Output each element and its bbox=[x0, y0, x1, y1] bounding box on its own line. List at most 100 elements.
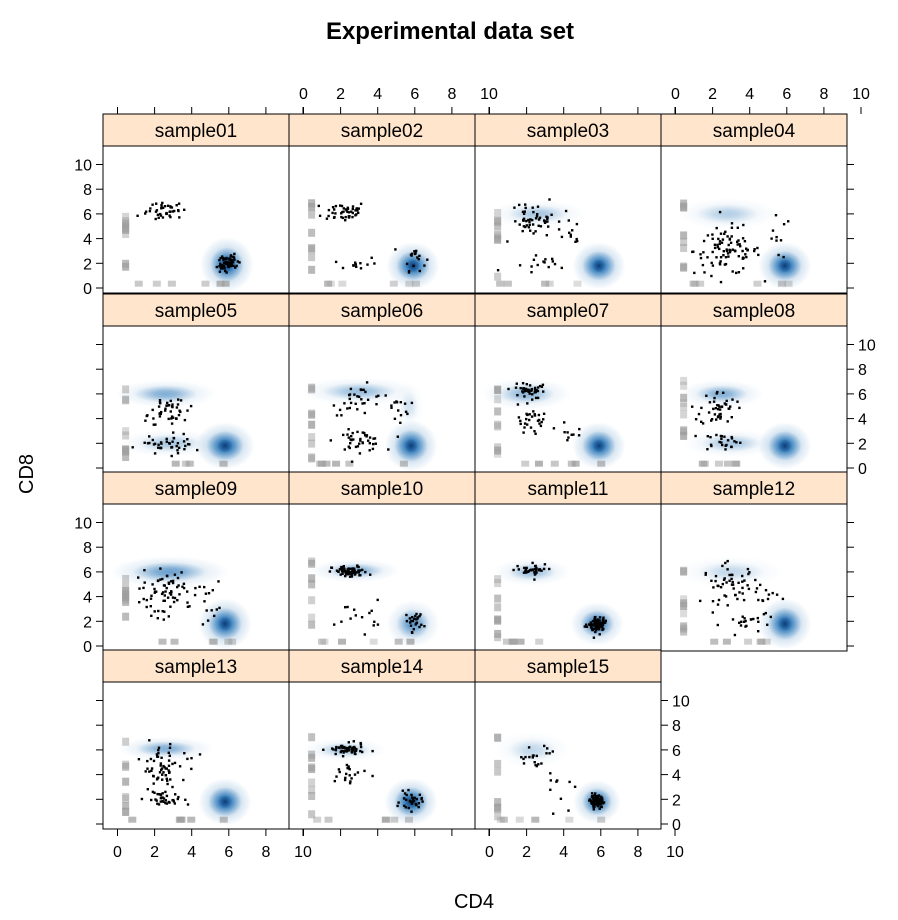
data-point bbox=[366, 398, 370, 401]
data-point bbox=[739, 441, 742, 444]
data-point bbox=[742, 256, 745, 260]
data-point bbox=[759, 583, 762, 587]
data-point bbox=[516, 394, 519, 397]
data-point bbox=[719, 260, 722, 263]
data-point bbox=[749, 618, 753, 621]
rug-mark bbox=[394, 638, 403, 645]
data-point bbox=[542, 390, 545, 393]
data-point bbox=[356, 430, 359, 434]
data-point bbox=[163, 610, 166, 613]
data-point bbox=[368, 449, 371, 452]
data-point bbox=[744, 253, 747, 256]
data-point bbox=[568, 780, 571, 784]
data-point bbox=[418, 625, 421, 629]
data-point bbox=[360, 398, 363, 401]
data-point bbox=[157, 746, 161, 749]
rug-mark bbox=[531, 816, 540, 823]
data-point bbox=[736, 243, 739, 246]
data-point bbox=[770, 237, 773, 240]
data-point bbox=[418, 269, 421, 273]
data-point bbox=[138, 601, 141, 604]
x-tick-label: 6 bbox=[596, 844, 605, 861]
data-point bbox=[716, 623, 719, 627]
data-point bbox=[415, 612, 418, 616]
rug-mark bbox=[496, 816, 505, 823]
data-point bbox=[173, 209, 176, 213]
rug-mark bbox=[338, 638, 347, 645]
data-point bbox=[548, 567, 551, 571]
data-point bbox=[142, 586, 145, 590]
data-point bbox=[567, 809, 570, 812]
data-point bbox=[151, 438, 154, 442]
data-point bbox=[593, 797, 596, 800]
data-point bbox=[159, 214, 163, 217]
data-point bbox=[340, 215, 343, 219]
data-point bbox=[372, 442, 375, 446]
data-point bbox=[331, 211, 334, 215]
rug-mark bbox=[308, 410, 316, 419]
data-point bbox=[166, 782, 169, 786]
data-point bbox=[524, 389, 528, 392]
data-point bbox=[535, 754, 538, 758]
x-tick-label: 6 bbox=[224, 844, 233, 861]
rug-mark bbox=[177, 816, 186, 823]
data-point bbox=[363, 633, 366, 636]
data-point bbox=[715, 392, 718, 395]
data-point bbox=[525, 383, 528, 386]
data-point bbox=[346, 766, 349, 770]
panel-strip bbox=[102, 293, 290, 327]
data-point bbox=[722, 254, 725, 257]
data-point bbox=[394, 248, 397, 251]
rug-mark bbox=[502, 638, 511, 645]
density-core bbox=[218, 795, 232, 809]
data-point bbox=[536, 205, 540, 208]
rug-mark bbox=[680, 601, 688, 610]
data-point bbox=[710, 419, 713, 422]
data-point bbox=[409, 621, 412, 624]
data-point bbox=[602, 620, 605, 623]
data-point bbox=[570, 433, 573, 436]
data-point bbox=[152, 423, 155, 426]
data-point bbox=[162, 599, 165, 602]
data-point bbox=[352, 438, 355, 441]
data-point bbox=[524, 225, 527, 229]
data-point bbox=[530, 265, 533, 268]
data-point bbox=[571, 229, 574, 232]
panel-strip-label: sample10 bbox=[341, 479, 423, 500]
panel-strip-label: sample09 bbox=[155, 479, 237, 500]
data-point bbox=[706, 448, 709, 451]
data-point bbox=[153, 452, 157, 455]
data-point bbox=[723, 594, 726, 597]
data-point bbox=[522, 762, 526, 765]
data-point bbox=[713, 243, 717, 246]
data-point bbox=[178, 765, 182, 768]
data-point bbox=[344, 571, 348, 574]
data-point bbox=[148, 441, 151, 445]
rug-mark bbox=[680, 203, 688, 212]
data-point bbox=[359, 267, 363, 270]
data-point bbox=[549, 772, 552, 775]
data-point bbox=[186, 757, 189, 761]
x-tick-label: 8 bbox=[261, 844, 270, 861]
data-point bbox=[533, 761, 536, 764]
data-point bbox=[716, 603, 720, 606]
data-point bbox=[160, 767, 164, 770]
data-point bbox=[138, 587, 141, 590]
data-point bbox=[569, 233, 572, 236]
data-point bbox=[357, 565, 360, 569]
data-point bbox=[539, 225, 543, 228]
data-point bbox=[703, 271, 706, 274]
rug-mark bbox=[732, 460, 741, 467]
data-point bbox=[341, 266, 345, 270]
data-point bbox=[376, 623, 380, 626]
data-point bbox=[334, 260, 338, 264]
data-point bbox=[724, 561, 727, 565]
data-point bbox=[211, 589, 214, 592]
data-point bbox=[210, 609, 213, 612]
data-point bbox=[349, 442, 352, 445]
density-region bbox=[399, 391, 419, 422]
data-point bbox=[353, 747, 357, 750]
rug-mark bbox=[308, 778, 316, 787]
data-point bbox=[738, 406, 741, 410]
data-point bbox=[176, 797, 179, 801]
